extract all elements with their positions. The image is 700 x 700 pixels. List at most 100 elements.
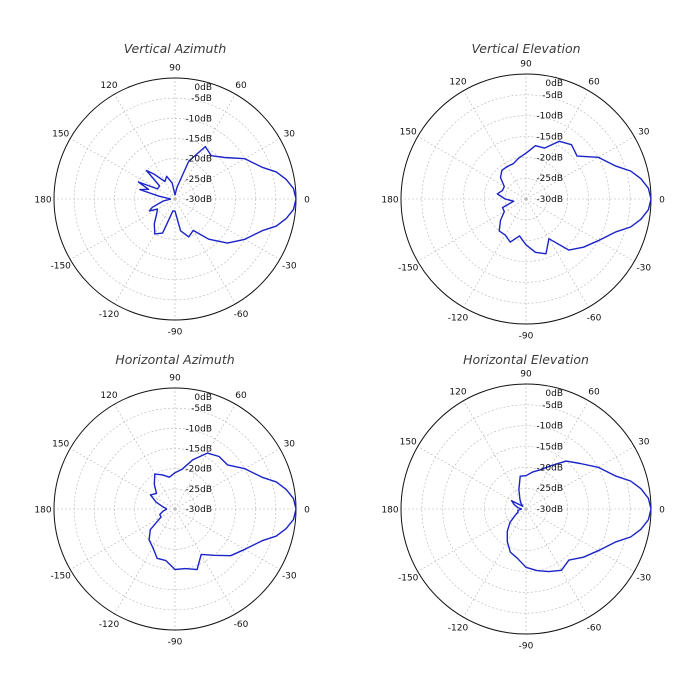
grid-spoke bbox=[174, 448, 280, 510]
grid-spoke bbox=[70, 508, 176, 570]
grid-spoke bbox=[525, 136, 635, 200]
grid-spoke bbox=[463, 508, 527, 618]
grid-ring bbox=[463, 136, 589, 262]
grid-ring bbox=[442, 115, 610, 283]
grid-spoke bbox=[525, 90, 589, 200]
radial-tick-label: -25dB bbox=[185, 485, 212, 495]
radial-tick-label: -30dB bbox=[185, 195, 212, 205]
angle-tick-label: 120 bbox=[100, 81, 117, 91]
chart-title: Horizontal Elevation bbox=[463, 352, 589, 367]
grid-spoke bbox=[174, 198, 236, 304]
grid-ring bbox=[442, 425, 610, 593]
grid-spoke bbox=[114, 404, 176, 510]
angle-tick-label: 180 bbox=[34, 196, 51, 206]
angle-tick-label: 0 bbox=[659, 196, 665, 206]
angle-tick-label: 60 bbox=[235, 81, 247, 91]
angle-tick-label: 150 bbox=[400, 128, 417, 138]
grid-spoke bbox=[463, 400, 527, 510]
radial-tick-label: -5dB bbox=[542, 91, 563, 101]
angle-tick-label: 120 bbox=[449, 388, 466, 398]
radial-tick-label: -25dB bbox=[185, 175, 212, 185]
angle-tick-label: -30 bbox=[282, 262, 297, 272]
angle-tick-label: -60 bbox=[234, 310, 249, 320]
grid-spoke bbox=[174, 404, 236, 510]
angle-tick-label: -60 bbox=[234, 620, 249, 630]
grid-spoke bbox=[525, 198, 635, 262]
angle-tick-label: -120 bbox=[448, 313, 469, 323]
grid-spoke bbox=[174, 508, 280, 570]
angle-tick-label: 120 bbox=[449, 78, 466, 88]
radial-tick-label: 0dB bbox=[194, 83, 212, 93]
grid-spoke bbox=[525, 446, 635, 510]
angle-tick-label: 60 bbox=[588, 388, 600, 398]
angle-tick-label: -90 bbox=[519, 642, 534, 652]
angle-tick-label: 30 bbox=[284, 440, 296, 450]
vertical-azimuth-chart: Vertical Azimuth 0 30 60 90 120 150 180 -150 -120… bbox=[34, 41, 310, 338]
radial-tick-label: -10dB bbox=[185, 114, 212, 124]
radial-tick-label: -15dB bbox=[185, 445, 212, 455]
grid-spoke bbox=[174, 198, 280, 260]
angle-tick-label: -30 bbox=[636, 574, 651, 584]
angle-tick-label: 0 bbox=[304, 506, 310, 516]
angle-tick-label: -30 bbox=[282, 572, 297, 582]
radial-tick-label: -10dB bbox=[536, 112, 563, 122]
angle-tick-label: -90 bbox=[168, 328, 183, 338]
angle-tick-label: 90 bbox=[169, 64, 181, 74]
radial-tick-label: -10dB bbox=[536, 422, 563, 432]
grid-spoke bbox=[525, 198, 589, 308]
angle-tick-label: 150 bbox=[400, 438, 417, 448]
angle-tick-label: -150 bbox=[398, 264, 419, 274]
grid-spoke bbox=[417, 508, 527, 572]
radial-tick-label: -30dB bbox=[536, 195, 563, 205]
chart-title: Vertical Azimuth bbox=[124, 41, 227, 56]
grid-spoke bbox=[114, 508, 176, 614]
radial-tick-label: -20dB bbox=[536, 463, 563, 473]
angle-tick-label: -60 bbox=[587, 623, 602, 633]
angle-tick-label: 60 bbox=[588, 78, 600, 88]
horizontal-azimuth-chart: Horizontal Azimuth 0 30 60 90 120 150 180 -150 -1… bbox=[34, 352, 310, 648]
grid-spoke bbox=[417, 136, 527, 200]
angle-tick-label: -60 bbox=[587, 313, 602, 323]
grid-spoke bbox=[417, 198, 527, 262]
angle-tick-label: 60 bbox=[235, 391, 247, 401]
radial-tick-label: -20dB bbox=[185, 155, 212, 165]
radial-tick-label: -20dB bbox=[185, 465, 212, 475]
grid-spoke bbox=[525, 400, 589, 510]
angle-tick-label: -120 bbox=[99, 310, 120, 320]
angle-tick-label: 180 bbox=[381, 506, 398, 516]
grid-ring bbox=[463, 446, 589, 572]
angle-tick-label: -150 bbox=[50, 572, 71, 582]
radial-tick-label: 0dB bbox=[194, 393, 212, 403]
grid-spoke bbox=[463, 90, 527, 200]
radial-tick-label: -30dB bbox=[536, 505, 563, 515]
grid-spoke bbox=[70, 138, 176, 200]
grid-spoke bbox=[417, 446, 527, 510]
angle-tick-label: 0 bbox=[659, 506, 665, 516]
radial-tick-label: -15dB bbox=[536, 443, 563, 453]
radial-tick-label: 0dB bbox=[545, 79, 563, 89]
grid-spoke bbox=[70, 198, 176, 260]
angle-tick-label: 120 bbox=[100, 391, 117, 401]
radiation-pattern-trace bbox=[137, 145, 297, 244]
radiation-pattern-trace bbox=[148, 452, 297, 571]
radial-tick-label: 0dB bbox=[545, 389, 563, 399]
chart-title: Vertical Elevation bbox=[471, 41, 580, 56]
angle-tick-label: -150 bbox=[398, 574, 419, 584]
angle-tick-label: 0 bbox=[304, 196, 310, 206]
angle-tick-label: 30 bbox=[638, 128, 650, 138]
angle-tick-label: 180 bbox=[381, 196, 398, 206]
angle-tick-label: -120 bbox=[99, 620, 120, 630]
angle-tick-label: 90 bbox=[520, 370, 532, 380]
grid-spoke bbox=[463, 198, 527, 308]
angle-tick-label: 150 bbox=[52, 440, 69, 450]
radiation-pattern-trace bbox=[496, 140, 652, 255]
angle-tick-label: 180 bbox=[34, 506, 51, 516]
angle-tick-label: 90 bbox=[520, 60, 532, 70]
radial-tick-label: -30dB bbox=[185, 505, 212, 515]
chart-title: Horizontal Azimuth bbox=[115, 352, 234, 367]
radiation-pattern-trace bbox=[506, 460, 652, 573]
grid-spoke bbox=[70, 448, 176, 510]
angle-tick-label: -150 bbox=[50, 262, 71, 272]
grid-spoke bbox=[114, 94, 176, 200]
